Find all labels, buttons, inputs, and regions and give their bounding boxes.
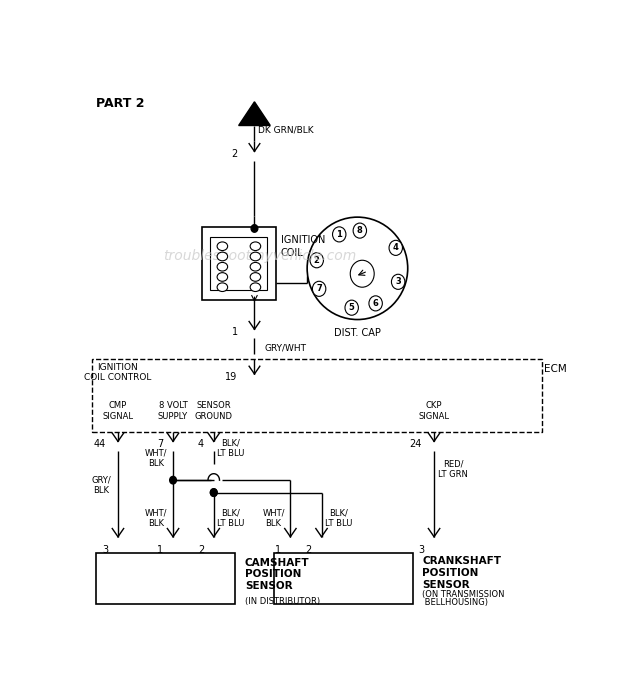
Text: 8: 8 <box>357 226 363 235</box>
Text: DK GRN/BLK: DK GRN/BLK <box>258 125 313 134</box>
Text: 4: 4 <box>198 438 204 449</box>
Circle shape <box>251 225 258 232</box>
Text: 24: 24 <box>410 438 422 449</box>
Text: COIL: COIL <box>281 248 303 258</box>
Text: DIST. CAP: DIST. CAP <box>334 328 381 338</box>
Text: CMP
SIGNAL: CMP SIGNAL <box>103 402 133 421</box>
Bar <box>210 237 268 290</box>
Text: WHT/
BLK: WHT/ BLK <box>263 508 285 528</box>
Text: 7: 7 <box>157 438 163 449</box>
Text: WHT/
BLK: WHT/ BLK <box>145 449 167 468</box>
Text: GRY/WHT: GRY/WHT <box>265 344 307 353</box>
Text: SENSOR: SENSOR <box>245 581 292 592</box>
Text: SENSOR: SENSOR <box>422 580 470 589</box>
Text: 3: 3 <box>418 545 425 555</box>
Text: 2: 2 <box>314 256 320 265</box>
Circle shape <box>389 240 402 256</box>
Text: (IN DISTRIBUTOR): (IN DISTRIBUTOR) <box>245 597 320 606</box>
Text: 19: 19 <box>226 372 238 382</box>
Circle shape <box>350 260 375 287</box>
Text: POSITION: POSITION <box>422 568 478 578</box>
Circle shape <box>332 227 346 242</box>
Text: 1: 1 <box>158 545 163 555</box>
Text: ECM: ECM <box>544 364 567 374</box>
Text: BLK/
LT BLU: BLK/ LT BLU <box>217 438 244 458</box>
Text: WHT/
BLK: WHT/ BLK <box>145 508 167 528</box>
Text: 2: 2 <box>232 149 238 159</box>
Ellipse shape <box>250 283 261 291</box>
Circle shape <box>210 489 217 496</box>
Circle shape <box>345 300 358 315</box>
Text: SENSOR
GROUND: SENSOR GROUND <box>195 402 233 421</box>
Circle shape <box>210 489 217 496</box>
Text: 4: 4 <box>393 244 399 253</box>
Text: PART 2: PART 2 <box>96 97 145 111</box>
Text: 1: 1 <box>336 230 342 239</box>
Ellipse shape <box>307 217 408 319</box>
Text: 6: 6 <box>373 299 379 308</box>
Text: 5: 5 <box>349 303 355 312</box>
Ellipse shape <box>250 242 261 251</box>
Circle shape <box>313 281 326 296</box>
Bar <box>201 227 276 300</box>
Text: IGNITION
COIL CONTROL: IGNITION COIL CONTROL <box>84 363 151 382</box>
Text: CKP
SIGNAL: CKP SIGNAL <box>418 402 449 421</box>
Circle shape <box>170 477 176 484</box>
Bar <box>96 553 235 604</box>
Text: BLK/
LT BLU: BLK/ LT BLU <box>324 508 352 528</box>
Circle shape <box>353 223 366 238</box>
Text: 3: 3 <box>396 277 401 286</box>
Ellipse shape <box>217 273 227 281</box>
Ellipse shape <box>217 252 227 261</box>
Text: POSITION: POSITION <box>245 570 301 580</box>
Text: A: A <box>250 111 259 120</box>
Text: IGNITION: IGNITION <box>281 235 325 245</box>
Ellipse shape <box>250 262 261 271</box>
Text: GRY/
BLK: GRY/ BLK <box>91 476 111 496</box>
Text: 8 VOLT
SUPPLY: 8 VOLT SUPPLY <box>158 402 188 421</box>
Text: 2: 2 <box>198 545 204 555</box>
Circle shape <box>391 274 405 289</box>
Text: BELLHOUSING): BELLHOUSING) <box>422 598 488 607</box>
Text: 1: 1 <box>232 327 238 337</box>
Ellipse shape <box>217 262 227 271</box>
Ellipse shape <box>250 273 261 281</box>
Ellipse shape <box>217 242 227 251</box>
Text: 7: 7 <box>316 284 322 293</box>
Text: 44: 44 <box>94 438 106 449</box>
Text: 3: 3 <box>102 545 108 555</box>
Text: RED/
LT GRN: RED/ LT GRN <box>438 460 468 479</box>
Text: troubleshootmyvehicle.com: troubleshootmyvehicle.com <box>163 249 356 263</box>
Ellipse shape <box>250 252 261 261</box>
Bar <box>274 553 413 604</box>
Text: 2: 2 <box>306 545 312 555</box>
Circle shape <box>310 253 323 268</box>
Polygon shape <box>239 102 270 125</box>
Text: (ON TRANSMISSION: (ON TRANSMISSION <box>422 590 504 599</box>
FancyBboxPatch shape <box>91 359 542 432</box>
Text: 1: 1 <box>274 545 281 555</box>
Ellipse shape <box>217 283 227 291</box>
Text: CRANKSHAFT: CRANKSHAFT <box>422 556 501 566</box>
Text: BLK/
LT BLU: BLK/ LT BLU <box>217 508 244 528</box>
Text: CAMSHAFT: CAMSHAFT <box>245 558 310 568</box>
Circle shape <box>369 296 383 311</box>
